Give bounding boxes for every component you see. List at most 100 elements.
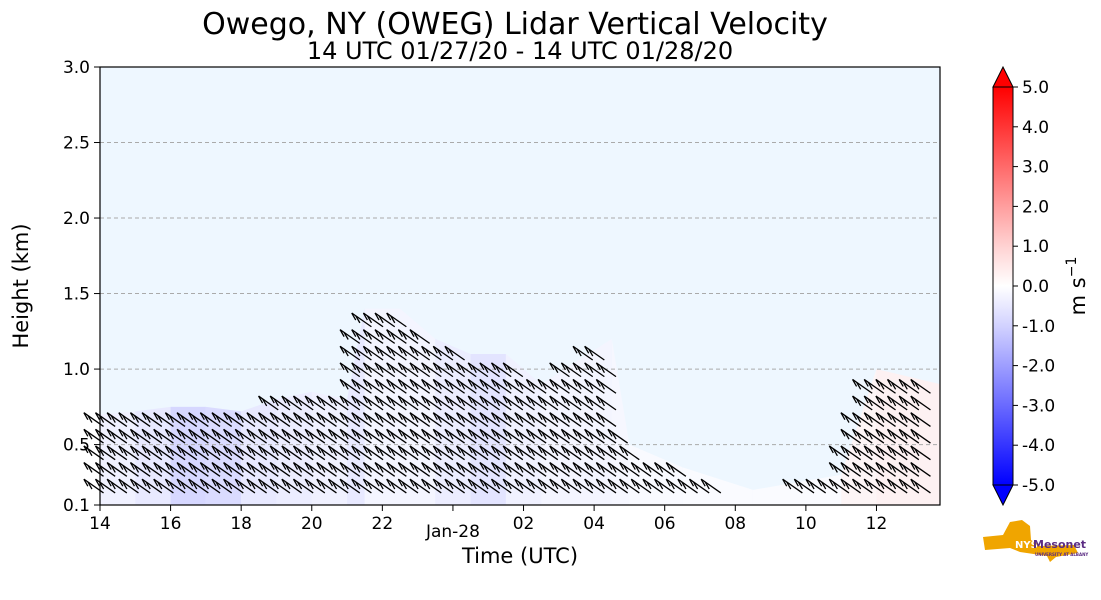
wind-barb: [595, 395, 617, 411]
wind-barb: [525, 478, 547, 494]
wind-barb: [654, 462, 675, 477]
wind-barb: [199, 462, 221, 477]
wind-barb: [421, 412, 442, 427]
wind-barb: [525, 462, 547, 477]
wind-barb: [397, 478, 419, 494]
wind-barb: [875, 445, 896, 461]
wind-barb: [572, 445, 594, 461]
x-axis: 14 16 18 20 22 Jan-28 02 04 06 08 10 12: [89, 505, 887, 542]
y-axis-label: Height (km): [9, 223, 33, 348]
wind-barb: [572, 378, 594, 394]
wind-barb: [409, 395, 431, 411]
wind-barb: [537, 412, 559, 427]
wind-barbs: [83, 312, 931, 494]
plot-frame: [99, 66, 941, 506]
wind-barb: [339, 362, 361, 378]
wind-barb: [409, 428, 431, 444]
wind-barb: [572, 395, 594, 411]
wind-barb: [642, 462, 663, 477]
wind-barb: [304, 462, 326, 477]
wind-barb: [560, 478, 582, 494]
wind-barb: [432, 378, 454, 394]
wind-barb: [525, 412, 547, 427]
velocity-field: [100, 308, 940, 505]
x-tick-label: 04: [583, 514, 605, 534]
wind-barb: [875, 395, 896, 411]
wind-barb: [362, 345, 384, 361]
wind-barb: [875, 478, 896, 494]
wind-barb: [595, 378, 617, 394]
wind-barb: [525, 428, 547, 444]
wind-barb: [619, 478, 640, 494]
wind-barb: [863, 395, 885, 411]
wind-barb: [910, 395, 931, 411]
wind-barb: [886, 378, 908, 394]
colorbar-tick-label: 0.0: [1022, 277, 1049, 297]
wind-barb: [898, 378, 920, 394]
wind-barb: [153, 412, 174, 427]
wind-barb: [560, 378, 582, 394]
wind-barb: [246, 445, 267, 461]
wind-barb: [234, 445, 256, 461]
wind-barb: [223, 445, 244, 461]
nys-mesonet-logo: NYS Mesonet UNIVERSITY AT ALBANY: [983, 520, 1088, 562]
wind-barb: [141, 428, 163, 444]
wind-barb: [421, 395, 442, 411]
wind-barb: [549, 462, 570, 477]
wind-barb: [269, 412, 291, 427]
wind-barb: [793, 478, 815, 494]
wind-barb: [176, 428, 198, 444]
wind-barb: [386, 412, 407, 427]
wind-barb: [362, 312, 384, 328]
colorbar-tick-label: -4.0: [1022, 436, 1055, 456]
wind-barb: [176, 478, 198, 494]
wind-barb: [863, 428, 885, 444]
wind-barb: [584, 428, 605, 444]
wind-barb: [607, 462, 629, 477]
wind-barb: [549, 395, 570, 411]
wind-barb: [863, 462, 885, 477]
wind-barb: [514, 412, 535, 427]
wind-barb: [595, 445, 617, 461]
wind-barb: [223, 428, 244, 444]
wind-barb: [852, 478, 873, 494]
wind-barb: [840, 412, 861, 427]
colorbar-label-unit: m s: [1066, 277, 1090, 315]
wind-barb: [164, 445, 186, 461]
wind-barb: [362, 478, 384, 494]
wind-barb: [386, 378, 407, 394]
wind-barb: [246, 478, 267, 494]
colorbar-body: [992, 86, 1014, 486]
wind-barb: [141, 462, 163, 477]
wind-barb: [490, 395, 512, 411]
wind-barb: [537, 478, 559, 494]
wind-barb: [199, 412, 221, 427]
wind-barb: [444, 345, 465, 361]
x-tick-label: 16: [160, 514, 182, 534]
wind-barb: [467, 478, 489, 494]
x-tick-label: 12: [866, 514, 888, 534]
wind-barb: [432, 428, 454, 444]
wind-barb: [316, 445, 337, 461]
wind-barb: [584, 395, 605, 411]
wind-barb: [630, 462, 652, 477]
wind-barb: [223, 462, 244, 477]
wind-barb: [327, 462, 349, 477]
wind-barb: [467, 428, 489, 444]
wind-barb: [537, 378, 559, 394]
wind-barb: [840, 478, 861, 494]
wind-barb: [362, 462, 384, 477]
wind-barb: [292, 412, 314, 427]
wind-barb: [852, 445, 873, 461]
colorbar-tick-label: 5.0: [1022, 78, 1049, 98]
wind-barb: [374, 445, 396, 461]
wind-barb: [502, 478, 524, 494]
wind-barb: [584, 478, 605, 494]
wind-barb: [351, 462, 372, 477]
wind-barb: [490, 462, 512, 477]
wind-barb: [397, 428, 419, 444]
wind-barb: [211, 412, 233, 427]
wind-barb: [514, 478, 535, 494]
wind-barb: [188, 445, 209, 461]
wind-barb: [479, 395, 500, 411]
